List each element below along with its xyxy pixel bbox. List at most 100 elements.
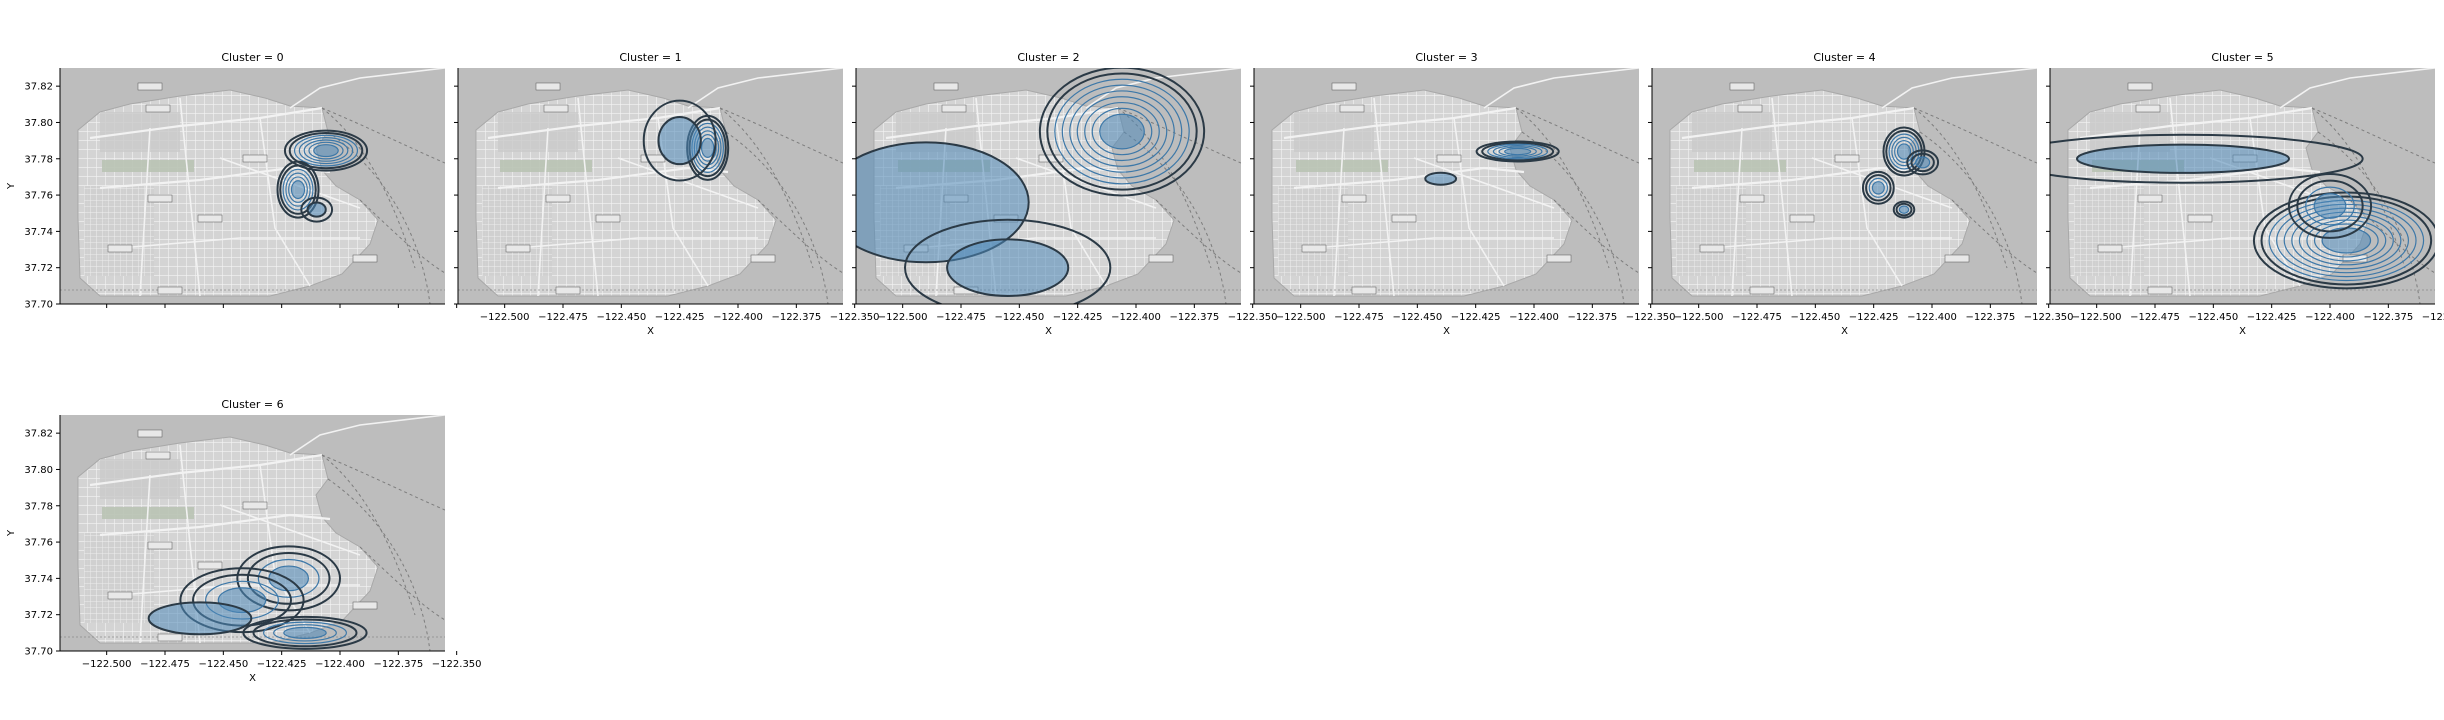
facet-title: Cluster = 4 <box>1813 51 1875 64</box>
basemap-ferry-route <box>725 131 829 304</box>
basemap-road <box>487 106 721 140</box>
x-axis-label: X <box>2239 326 2246 337</box>
kde-contour <box>242 615 368 650</box>
kde-contour <box>2287 173 2373 239</box>
kde-contour <box>273 624 337 642</box>
basemap-place-label <box>933 82 959 91</box>
kde-contour <box>179 567 305 634</box>
basemap-ferry-route <box>327 131 431 304</box>
kde-contour <box>2313 223 2379 258</box>
x-tick-label: −122.500 <box>2072 312 2122 323</box>
x-tick-label: −122.450 <box>1790 312 1840 323</box>
basemap-ferry-route <box>1117 107 1241 164</box>
x-tick-label: −122.375 <box>373 659 423 670</box>
kde-contour <box>1061 84 1183 179</box>
basemap-place-label <box>242 154 268 163</box>
x-tick-label: −122.400 <box>1907 312 1957 323</box>
x-tick-label: −122.500 <box>82 659 132 670</box>
basemap-place-label <box>1148 254 1174 263</box>
kde-contour <box>288 131 364 170</box>
x-tick-label: −122.500 <box>878 312 928 323</box>
basemap-road <box>89 453 323 487</box>
basemap-place-label <box>137 82 163 91</box>
kde-contour <box>642 99 717 182</box>
basemap-place-label <box>107 244 133 253</box>
basemap-road <box>139 127 151 297</box>
facet-cluster-1: Cluster = 1 −122.500 −122.475 −122.450 −122.… <box>454 51 880 337</box>
x-tick-label: −122.500 <box>1276 312 1326 323</box>
basemap-road <box>289 415 445 456</box>
kde-contour <box>1084 101 1160 162</box>
x-tick-label: −122.425 <box>1053 312 1103 323</box>
basemap-place-label <box>1729 82 1755 91</box>
basemap-ferry-route <box>1951 199 2037 274</box>
facet-cluster-6: Cluster = 6 −122.500 −122.475 −122.450 −122.… <box>6 398 482 684</box>
basemap-road <box>537 127 549 297</box>
x-tick-label: −122.475 <box>140 659 190 670</box>
basemap-road <box>1413 157 1555 209</box>
basemap-road <box>119 237 360 249</box>
facet-title: Cluster = 1 <box>619 51 681 64</box>
kde-contour <box>283 626 327 639</box>
kde-contour <box>1475 140 1560 163</box>
basemap-ferry-route <box>321 107 445 164</box>
kde-contour <box>1894 140 1914 163</box>
kde-contour <box>236 545 342 612</box>
basemap-ferry-route <box>719 107 814 269</box>
kde-contour <box>700 137 715 158</box>
y-tick-label: 37.78 <box>24 154 53 165</box>
basemap-road <box>1373 97 1395 297</box>
facet-cluster-3: Cluster = 3 −122.500 −122.475 −122.450 −122.… <box>1250 51 1676 337</box>
x-tick-label: −122.375 <box>771 312 821 323</box>
basemap-road <box>179 97 201 297</box>
kde-contour <box>303 139 349 162</box>
x-tick-label: −122.425 <box>655 312 705 323</box>
x-tick-label: −122.450 <box>1392 312 1442 323</box>
basemap-road <box>1681 106 1915 140</box>
y-tick-label: 37.80 <box>24 465 53 476</box>
basemap-place-label <box>352 601 378 610</box>
facet-cluster-2: Cluster = 2 −122.500 −122.475 −122.450 −122.… <box>852 51 1278 337</box>
basemap-place-label <box>2127 82 2153 91</box>
basemap-road <box>1771 97 1793 297</box>
basemap-place-label <box>1301 244 1327 253</box>
basemap-road <box>1691 166 1923 190</box>
kde-contour <box>246 551 331 605</box>
basemap-place-label <box>1749 286 1775 295</box>
x-tick-label: −122.350 <box>830 312 880 323</box>
basemap-road <box>497 166 729 190</box>
basemap-place-label <box>941 104 967 113</box>
kde-contour <box>306 201 327 218</box>
basemap-road <box>2089 166 2321 190</box>
x-tick-label: −122.375 <box>1567 312 1617 323</box>
basemap-place-label <box>545 194 571 203</box>
kde-contour <box>1906 149 1940 176</box>
plot-area <box>856 68 1241 304</box>
y-tick-label: 37.72 <box>24 263 53 274</box>
x-tick-label: −122.350 <box>432 659 482 670</box>
kde-contour <box>2298 215 2394 266</box>
kde-contour <box>657 116 702 166</box>
kde-contour <box>1865 174 1892 202</box>
kde-contour <box>147 601 253 636</box>
kde-contour <box>1915 156 1931 169</box>
basemap-road <box>1851 117 1903 287</box>
basemap-ferry-route <box>1913 107 2037 164</box>
kde-contour <box>298 137 354 165</box>
basemap-place-label <box>1339 104 1365 113</box>
basemap-ferry-route <box>1913 107 2008 269</box>
kde-contour <box>1504 147 1532 156</box>
x-tick-label: −122.350 <box>1228 312 1278 323</box>
kde-contour <box>279 164 317 215</box>
basemap-place-label <box>107 591 133 600</box>
kde-contour <box>2313 193 2347 219</box>
basemap-road <box>99 513 331 537</box>
basemap-place-label <box>1038 154 1064 163</box>
x-tick-label: −122.375 <box>1169 312 1219 323</box>
plot-area <box>1254 68 1639 304</box>
basemap-place-label <box>555 286 581 295</box>
kde-contour <box>1868 177 1889 198</box>
x-tick-label: −122.500 <box>1674 312 1724 323</box>
basemap-place-label <box>2187 214 2213 223</box>
